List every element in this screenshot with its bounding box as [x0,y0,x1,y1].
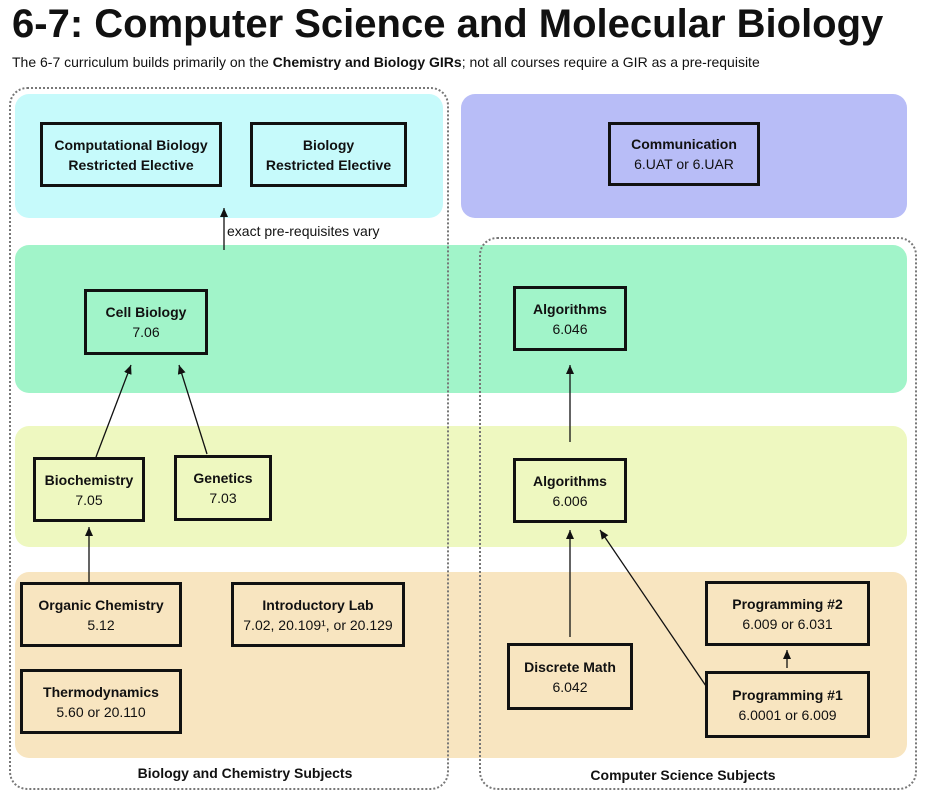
node-subtitle: Restricted Elective [265,156,392,173]
node-title: Programming #1 [732,686,843,703]
page-subtitle: The 6-7 curriculum builds primarily on t… [12,54,760,70]
group-label-computer-science: Computer Science Subjects [590,767,776,783]
band-advanced [15,245,907,393]
page-title: 6-7: Computer Science and Molecular Biol… [12,2,884,46]
node-introductory-lab: Introductory Lab 7.02, 20.109¹, or 20.12… [231,582,405,647]
node-communication: Communication 6.UAT or 6.UAR [608,122,760,186]
note-prerequisites-vary: exact pre-requisites vary [227,223,380,239]
arrow-genetics-to-cell-biology [177,364,208,455]
node-organic-chemistry: Organic Chemistry 5.12 [20,582,182,647]
node-algorithms-6006: Algorithms 6.006 [513,458,627,523]
node-code: 5.60 or 20.110 [56,703,146,720]
node-title: Biochemistry [44,471,134,488]
node-code: 7.06 [132,324,160,340]
band-restricted-electives [15,94,443,218]
node-title: Discrete Math [524,658,616,675]
subtitle-text-bold: Chemistry and Biology GIRs [272,54,462,70]
node-code: 5.12 [87,616,115,633]
node-code: 6.0001 or 6.009 [738,706,837,723]
node-subtitle: Restricted Elective [68,156,194,173]
node-title: Genetics [193,470,253,486]
band-foundational [15,572,907,758]
node-genetics: Genetics 7.03 [174,455,272,521]
node-discrete-math: Discrete Math 6.042 [507,643,633,710]
node-code: 6.009 or 6.031 [742,615,833,632]
node-computational-biology-elective: Computational Biology Restricted Electiv… [40,122,222,187]
node-title: Algorithms [533,472,607,489]
node-title: Algorithms [533,300,607,317]
node-programming-1: Programming #1 6.0001 or 6.009 [705,671,870,738]
node-title: Biology [302,136,355,153]
subtitle-text-post: ; not all courses require a GIR as a pre… [461,54,760,70]
node-algorithms-6046: Algorithms 6.046 [513,286,627,351]
node-code: 6.UAT or 6.UAR [634,156,734,172]
node-code: 7.03 [209,490,237,506]
arrow-biochemistry-to-cell-biology [95,364,132,458]
node-title: Introductory Lab [262,596,374,613]
node-title: Programming #2 [732,595,843,612]
group-computer-science [479,237,917,790]
node-title: Organic Chemistry [38,596,164,613]
group-label-biology-chemistry: Biology and Chemistry Subjects [137,765,353,781]
node-title: Communication [631,136,737,152]
node-code: 6.042 [552,678,588,695]
band-communication [461,94,907,218]
arrow-programming-1-to-algorithms [599,529,707,687]
node-biology-elective: Biology Restricted Elective [250,122,407,187]
node-title: Thermodynamics [43,683,159,700]
node-code: 7.05 [75,491,103,508]
node-biochemistry: Biochemistry 7.05 [33,457,145,522]
subtitle-text-pre: The 6-7 curriculum builds primarily on t… [12,54,273,70]
node-code: 6.046 [552,320,588,337]
node-title: Cell Biology [105,304,187,320]
node-code: 7.02, 20.109¹, or 20.129 [243,616,393,633]
band-intermediate [15,426,907,547]
node-code: 6.006 [552,492,588,509]
node-programming-2: Programming #2 6.009 or 6.031 [705,581,870,646]
node-cell-biology: Cell Biology 7.06 [84,289,208,355]
node-thermodynamics: Thermodynamics 5.60 or 20.110 [20,669,182,734]
group-biology-chemistry [9,87,449,790]
node-title: Computational Biology [54,136,208,153]
